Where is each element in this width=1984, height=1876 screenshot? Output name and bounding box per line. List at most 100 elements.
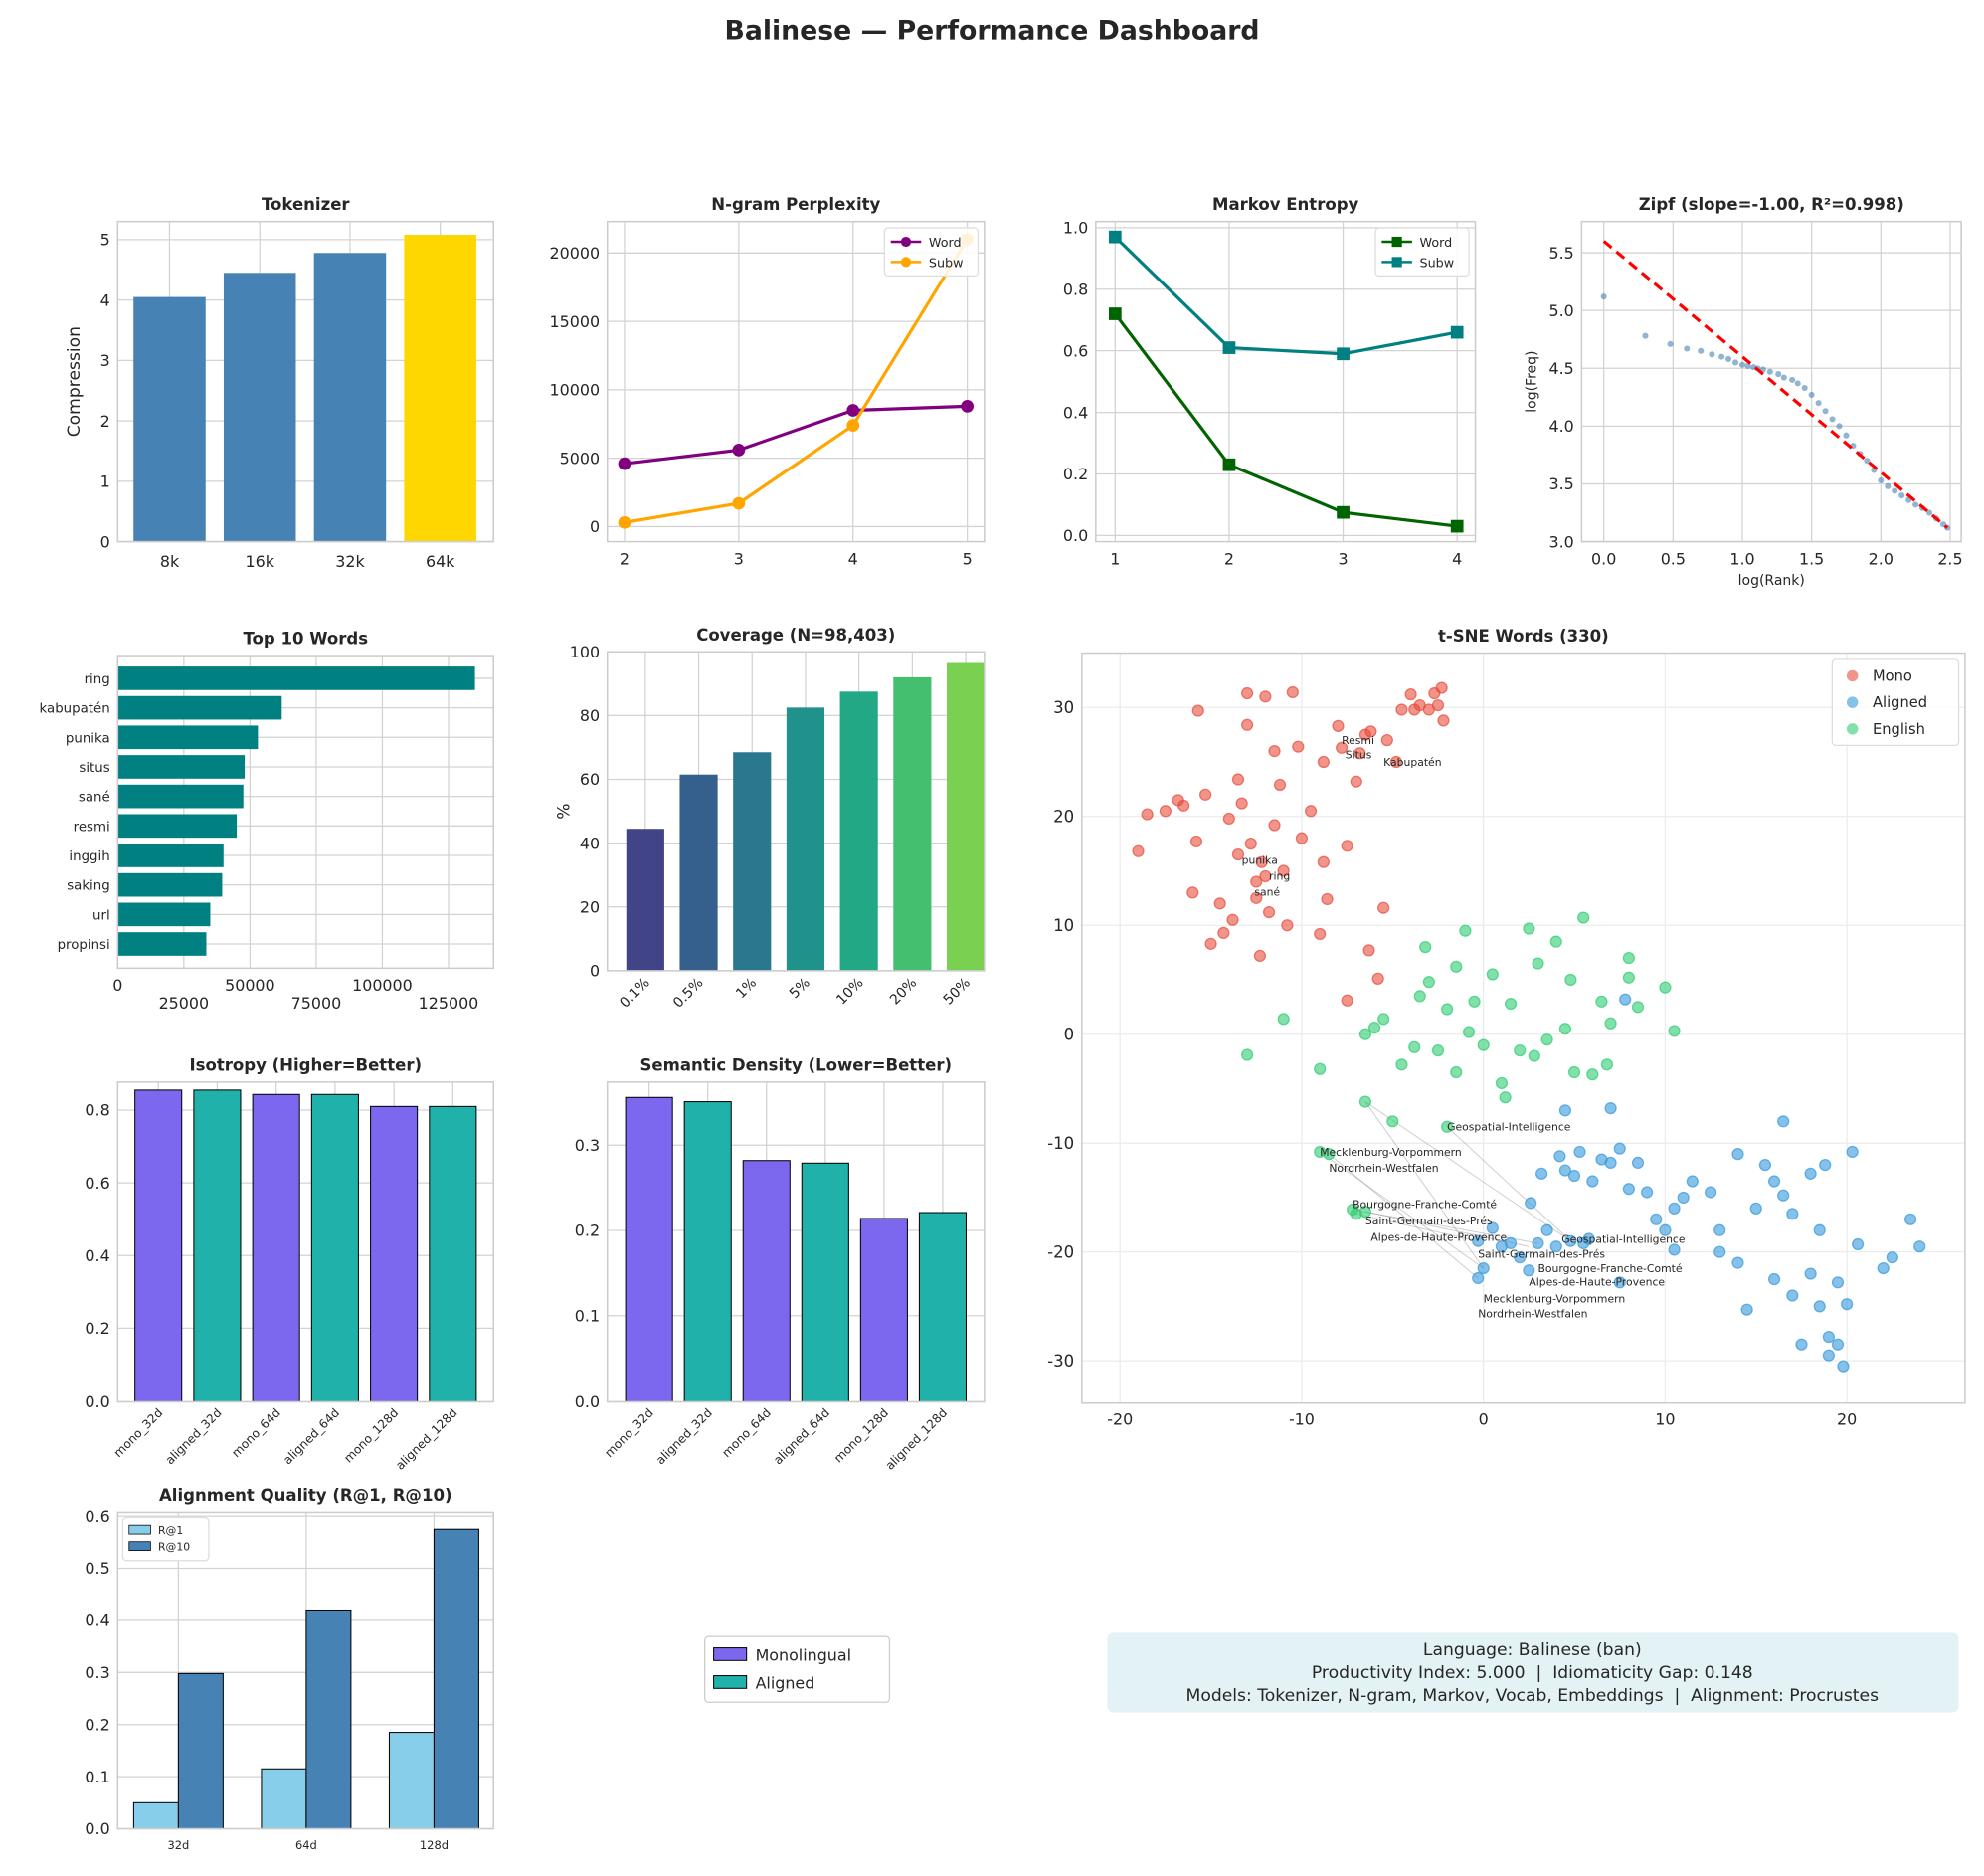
tsne-point-mono [1395,703,1408,716]
x-tick-label: 16k [246,552,275,571]
zipf-point [1600,293,1607,300]
alignment-link [1355,1213,1479,1242]
zipf-point [1698,347,1705,354]
y-tick-label: 0.1 [85,1768,109,1786]
tsne-annotation: Resmi [1342,734,1374,747]
y-tick-label: 0.3 [85,1663,109,1682]
y-tick-label: 5.5 [1548,244,1573,263]
x-tick-label: 5 [963,549,973,568]
y-tick-label: 0.5 [85,1559,109,1578]
tsne-point-english [1604,1017,1617,1030]
tsne-point-english [1567,1065,1581,1079]
tsne-point-english [1358,1095,1372,1108]
tsne-point-english [1367,1022,1381,1034]
tsne-point-english [1668,1025,1681,1037]
legend-label: Subw [929,255,964,270]
square-marker [1108,307,1122,320]
zipf-point [1667,340,1674,347]
x-tick-label: 0.0 [1591,549,1616,568]
tsne-point-english [1408,1040,1421,1053]
dashboard-title: Balinese — Performance Dashboard [724,15,1259,46]
square-marker [1222,458,1236,471]
tsne-point-aligned [1622,1183,1635,1196]
chart-semantic: Semantic Density (Lower=Better) 0.0 0.1 0.2… [575,1055,986,1473]
x-tick-label: 0 [1479,1410,1489,1429]
y-tick-label: 0.2 [85,1715,109,1734]
zipf-point [1775,371,1782,378]
x-tick-label: 100000 [352,976,413,995]
axes-frame [116,1511,494,1830]
bar-1% [733,752,772,971]
tsne-point-mono [1159,805,1172,818]
tsne-point-aligned [1903,1213,1917,1225]
tsne-point-aligned [1613,1276,1626,1289]
tsne-point-aligned [1504,1236,1518,1250]
legend-label: Word [929,235,962,250]
tsne-point-aligned [1549,1240,1562,1253]
tsne-point-english [1462,1026,1476,1038]
tsne-point-aligned [1586,1175,1599,1188]
tsne-point-english [1595,995,1608,1008]
bar-ring [117,666,475,690]
tsne-point-mono [1235,797,1248,810]
tsne-point-aligned [1577,1236,1590,1250]
y-tick-label: 10 [1053,916,1074,935]
tsne-point-english [1395,1058,1408,1071]
axes-frame [1095,220,1477,543]
y-tick-label: 15000 [550,312,601,331]
y-tick-label: propinsi [58,938,110,953]
legend-label: English [1873,721,1925,738]
tsne-point-aligned [1525,1197,1537,1210]
axes-frame [606,220,986,543]
zipf-point [1843,432,1850,439]
tsne-annotation: punika [1242,853,1278,866]
bar-kabupatén [117,695,282,720]
tsne-point-english [1477,1038,1490,1051]
chart-title: Zipf (slope=-1.00, R²=0.998) [1639,195,1904,214]
tsne-point-mono [1259,869,1272,883]
y-tick-label: 0 [590,517,600,536]
x-tick-label: mono_32d [111,1406,166,1460]
legend-marker-Mono [1846,669,1859,682]
tsne-point-mono [1295,832,1309,844]
zipf-point [1738,361,1746,368]
tsne-point-mono [1250,891,1263,904]
y-tick-label: saking [67,879,109,894]
tsne-point-mono [1189,835,1203,848]
tsne-point-mono [1198,788,1212,801]
tsne-point-aligned [1913,1240,1926,1253]
y-tick-label: 0.6 [1063,341,1088,360]
chart-title: Alignment Quality (R@1, R@10) [159,1486,452,1505]
tsne-point-aligned [1831,1276,1845,1289]
tsne-point-aligned [1831,1338,1845,1351]
tsne-point-aligned [1819,1158,1832,1172]
bar-inggih [117,844,224,867]
zipf-point [1878,476,1885,484]
x-tick-label: 1.0 [1729,549,1754,568]
tsne-annotation: Saint-Germain-des-Prés [1478,1248,1605,1261]
tsne-point-english [1631,1001,1645,1014]
tsne-point-english [1422,976,1435,989]
x-tick-label: 4 [848,549,858,568]
tsne-point-aligned [1532,1236,1544,1250]
chart-title: t-SNE Words (330) [1438,627,1609,646]
x-tick-label: 50% [941,975,974,1008]
tsne-point-aligned [1841,1298,1854,1311]
zipf-point [1789,376,1796,383]
bar-situs [117,755,246,779]
tsne-point-mono [1231,847,1245,861]
y-tick-label: -20 [1047,1242,1074,1261]
charts-area: Tokenizer 0 1 2 3 4 5 8k 16k 32k 64k Compression N-g… [40,195,1966,1852]
tsne-point-aligned [1641,1186,1654,1199]
tsne-point-aligned [1514,1251,1527,1264]
square-marker [1337,347,1350,361]
tsne-point-mono [1281,919,1294,932]
bar-0.5% [679,774,718,971]
zipf-point [1912,501,1919,508]
legend-swatch-aligned [713,1675,748,1689]
tsne-point-mono [1431,698,1445,712]
tsne-point-mono [1317,755,1330,769]
legend-label-aligned: Aligned [756,1673,815,1692]
bar-R@10-64d [305,1609,352,1830]
y-tick-label: 80 [580,706,600,725]
